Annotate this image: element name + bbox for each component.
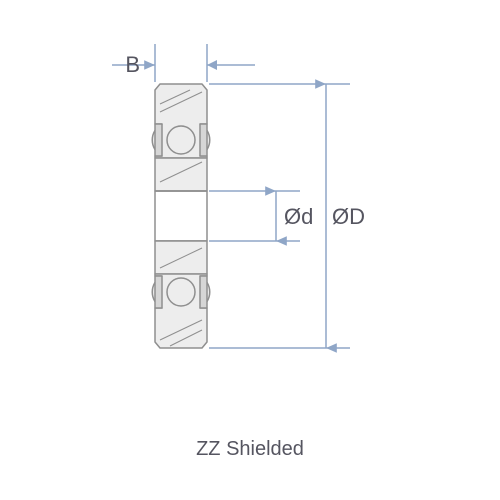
diagram-canvas: B Ød ØD ZZ Shielded [0,0,500,500]
shield-upper-left [155,124,162,156]
ball-upper [167,126,195,154]
label-D: ØD [332,204,365,229]
bearing-section [152,84,210,348]
shield-lower-left [155,276,162,308]
label-B: B [125,52,140,77]
caption: ZZ Shielded [0,438,500,461]
bore-face [155,191,207,241]
bearing-drawing: B Ød ØD [0,0,500,500]
dimension-lines [112,44,350,348]
ball-lower [167,278,195,306]
dim-B-right-arrowhead [207,60,217,70]
label-d: Ød [284,204,313,229]
dim-B-right-g [207,60,255,70]
shield-upper-right [200,124,207,156]
shield-lower-right [200,276,207,308]
